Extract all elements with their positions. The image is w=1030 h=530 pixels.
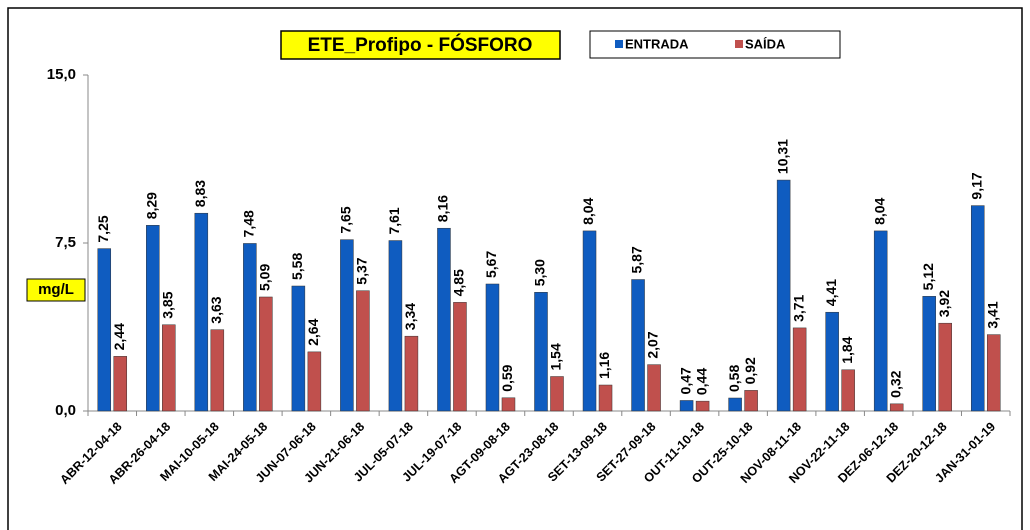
value-label: 0,32 [887, 370, 903, 397]
bar [792, 327, 807, 412]
value-label: 2,44 [111, 323, 127, 350]
y-axis-label: mg/L [38, 281, 74, 298]
value-label: 2,64 [305, 318, 321, 345]
y-tick-label: 15,0 [47, 66, 76, 83]
value-label: 3,71 [790, 294, 806, 321]
value-label: 0,59 [499, 364, 515, 391]
chart-frame [7, 7, 1023, 530]
value-label: 5,12 [920, 263, 936, 290]
value-label: 0,92 [742, 357, 758, 384]
value-label: 8,04 [580, 197, 596, 224]
bar [291, 285, 306, 412]
value-label: 10,31 [774, 139, 790, 174]
value-label: 5,87 [629, 246, 645, 273]
bar [744, 390, 758, 412]
value-label: 3,34 [402, 303, 418, 330]
bar [631, 279, 645, 412]
value-label: 1,84 [839, 336, 855, 363]
bar [485, 283, 500, 412]
title-box [280, 30, 561, 60]
value-label: 5,09 [257, 264, 273, 291]
bar [776, 179, 791, 412]
value-label: 0,44 [693, 368, 709, 395]
value-label: 5,58 [289, 253, 305, 280]
value-label: 0,47 [677, 367, 693, 394]
bar [340, 239, 354, 412]
bar [598, 384, 613, 412]
bar [922, 296, 936, 412]
legend-box [589, 30, 841, 59]
legend-label: ENTRADA [625, 36, 689, 51]
value-label: 2,07 [645, 331, 661, 358]
bar [404, 335, 419, 412]
value-label: 5,37 [354, 257, 370, 284]
bar [356, 290, 370, 412]
bar [841, 369, 855, 412]
value-label: 9,17 [968, 172, 984, 199]
y-tick-label: 7,5 [55, 234, 76, 251]
bar [970, 205, 985, 412]
chart-title: ETE_Profipo - FÓSFORO [308, 34, 533, 56]
bar [194, 212, 209, 412]
bar [938, 322, 952, 412]
bar [825, 311, 839, 412]
bar [113, 356, 128, 412]
value-label: 8,04 [871, 197, 887, 224]
legend-label: SAÍDA [745, 36, 786, 51]
bar [986, 334, 1001, 412]
bar [259, 296, 273, 412]
value-label: 3,92 [936, 290, 952, 317]
bar [97, 248, 112, 412]
bar [388, 240, 403, 412]
bar [243, 243, 257, 412]
bar [437, 227, 451, 412]
value-label: 8,83 [192, 180, 208, 207]
bar [728, 397, 742, 412]
bar [873, 230, 888, 412]
y-label-box [26, 278, 86, 302]
bar [307, 351, 322, 412]
bar [647, 364, 661, 412]
bar [582, 230, 597, 412]
value-label: 4,85 [451, 269, 467, 296]
value-label: 7,48 [241, 210, 257, 237]
value-label: 1,16 [596, 352, 612, 379]
bar [889, 403, 904, 412]
legend-swatch [735, 40, 743, 48]
bar [501, 397, 516, 412]
value-label: 7,61 [386, 207, 402, 234]
bar [210, 329, 225, 412]
value-label: 0,58 [726, 365, 742, 392]
bar [550, 376, 564, 412]
bar [453, 302, 467, 412]
value-label: 3,85 [159, 291, 175, 318]
value-label: 7,25 [95, 215, 111, 242]
value-label: 1,54 [548, 343, 564, 370]
y-tick-label: 0,0 [55, 402, 76, 419]
value-label: 5,30 [532, 259, 548, 286]
value-label: 5,67 [483, 251, 499, 278]
value-label: 3,63 [208, 296, 224, 323]
value-label: 7,65 [338, 206, 354, 233]
bar [146, 225, 160, 412]
bar [679, 400, 694, 412]
bar [162, 324, 176, 412]
value-label: 8,16 [435, 195, 451, 222]
value-label: 8,29 [143, 192, 159, 219]
value-label: 3,41 [984, 301, 1000, 328]
bar [695, 400, 710, 412]
bar [534, 292, 548, 412]
value-label: 4,41 [823, 279, 839, 306]
legend-swatch [615, 40, 623, 48]
